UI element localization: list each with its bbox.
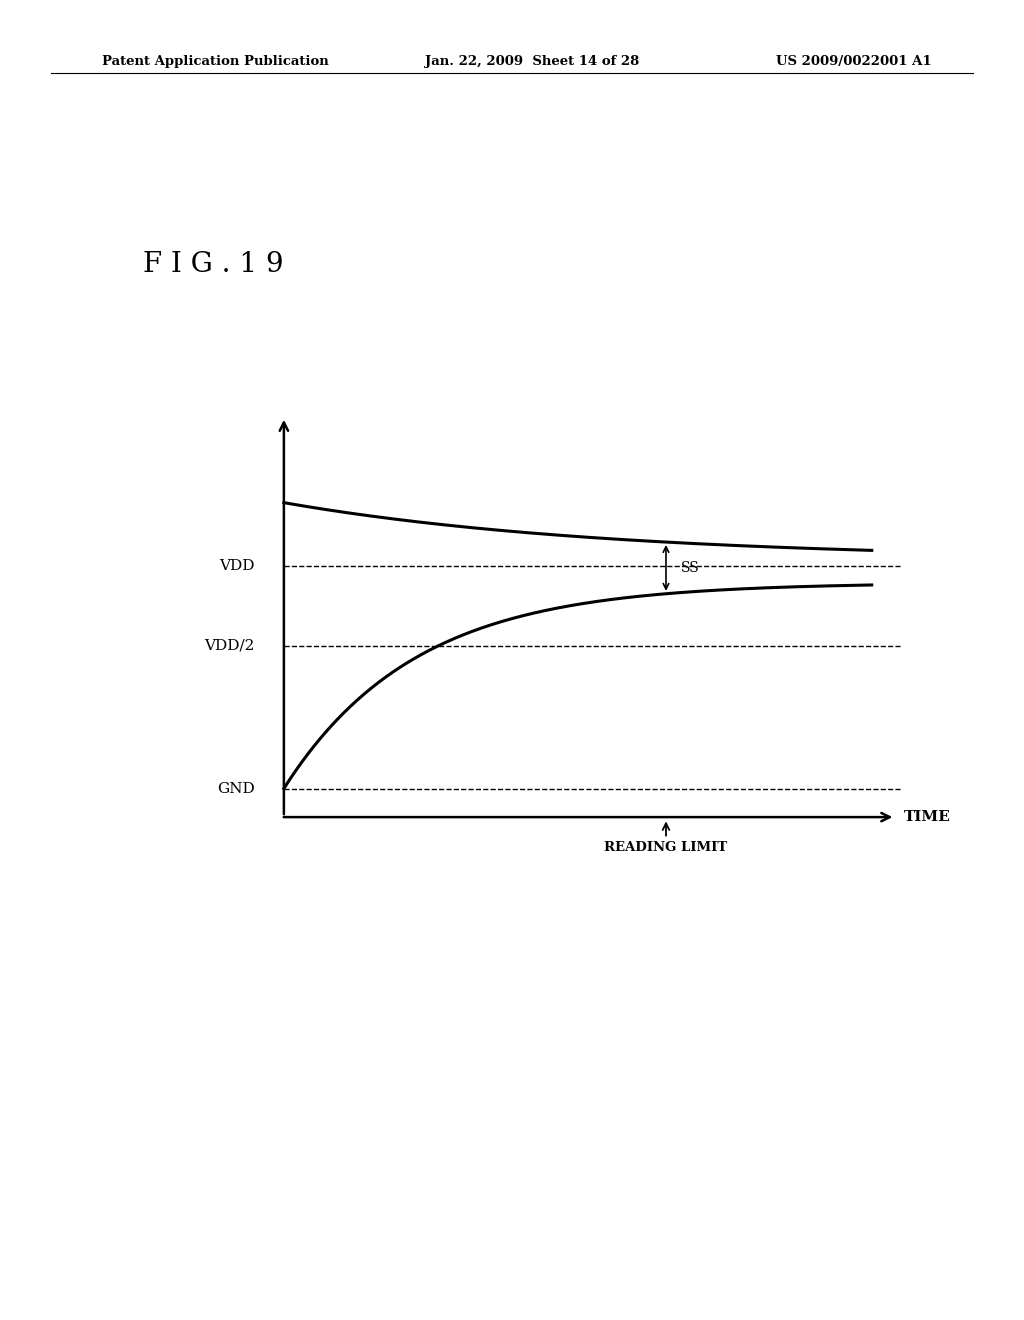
Text: VDD: VDD [219,558,255,573]
Text: F I G . 1 9: F I G . 1 9 [143,251,284,277]
Text: VDD/2: VDD/2 [204,639,255,652]
Text: US 2009/0022001 A1: US 2009/0022001 A1 [776,55,932,69]
Text: READING LIMIT: READING LIMIT [604,841,728,854]
Text: Patent Application Publication: Patent Application Publication [102,55,329,69]
Text: SS: SS [681,561,699,576]
Text: Jan. 22, 2009  Sheet 14 of 28: Jan. 22, 2009 Sheet 14 of 28 [425,55,639,69]
Text: GND: GND [217,781,255,796]
Text: TIME: TIME [904,810,951,824]
